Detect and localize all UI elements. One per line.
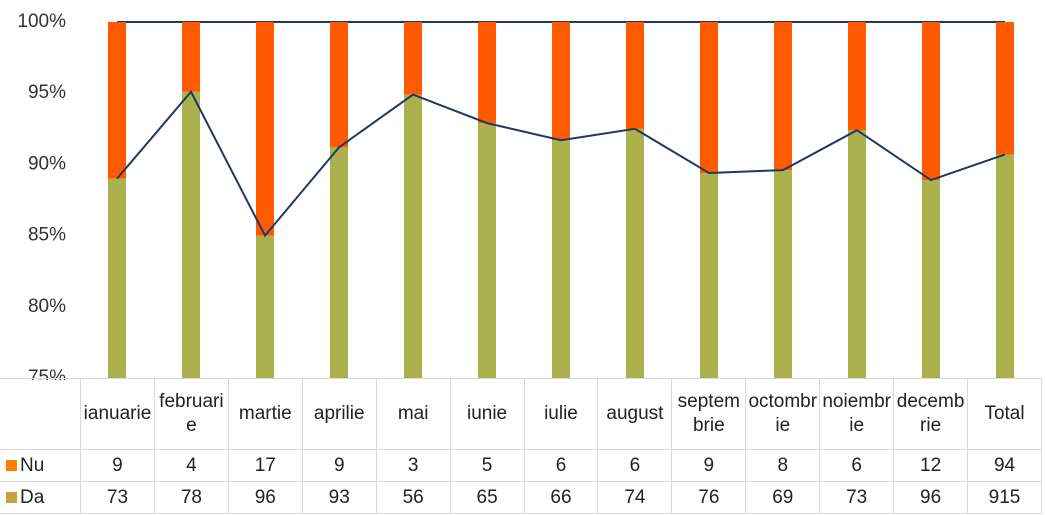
bar-segment xyxy=(478,123,496,378)
count-cell: 73 xyxy=(819,481,895,514)
category-cell: martie xyxy=(227,378,303,450)
bar-segment xyxy=(108,22,126,179)
category-cell: septembrie xyxy=(671,378,747,450)
bar-segment xyxy=(626,128,644,378)
header-row: ianuarie februarie martie aprilie mai iunie iu… xyxy=(0,378,1042,450)
bar-segment xyxy=(404,94,422,379)
category-cell: februarie xyxy=(153,378,229,450)
bar-segment xyxy=(700,22,718,173)
count-cell: 65 xyxy=(449,481,525,514)
bar-segment xyxy=(330,147,348,378)
count-cell: 94 xyxy=(967,449,1042,482)
count-cell: 96 xyxy=(227,481,303,514)
legend-label: Nu xyxy=(20,454,45,476)
count-cell: 5 xyxy=(449,449,525,482)
bar-segment xyxy=(182,22,200,92)
count-cell: 73 xyxy=(80,481,155,514)
corner-cell xyxy=(0,378,81,450)
count-cell: 915 xyxy=(967,481,1042,514)
bar-segment xyxy=(330,22,348,148)
legend-cell: Da xyxy=(0,481,81,514)
bar-segment xyxy=(700,172,718,378)
category-cell: august xyxy=(597,378,673,450)
bar-segment xyxy=(182,91,200,378)
bar-segment xyxy=(552,140,570,378)
bar-segment xyxy=(774,170,792,378)
count-cell: 8 xyxy=(745,449,821,482)
count-cell: 12 xyxy=(893,449,969,482)
count-cell: 9 xyxy=(671,449,747,482)
category-cell: iunie xyxy=(449,378,525,450)
count-cell: 9 xyxy=(301,449,377,482)
legend-cell: Nu xyxy=(0,449,81,482)
bar-segment xyxy=(774,22,792,171)
y-tick-label: 80% xyxy=(28,296,66,317)
count-cell: 56 xyxy=(375,481,451,514)
chart: 75% 80% 85% 90% 95% 100% xyxy=(17,11,1014,380)
count-cell: 66 xyxy=(523,481,599,514)
category-cell: noiembrie xyxy=(819,378,895,450)
bar-segment xyxy=(404,22,422,95)
bar-segment xyxy=(108,178,126,378)
category-cell: octombrie xyxy=(745,378,821,450)
bar-segment xyxy=(922,22,940,181)
category-cell: iulie xyxy=(523,378,599,450)
y-tick-label: 75% xyxy=(28,367,66,380)
legend-label: Da xyxy=(20,486,45,508)
data-table: ianuarie februarie martie aprilie mai iunie iu… xyxy=(0,378,1042,514)
count-cell: 78 xyxy=(153,481,229,514)
count-cell: 96 xyxy=(893,481,969,514)
count-cell: 3 xyxy=(375,449,451,482)
data-row: Da 73 78 96 93 56 65 66 74 76 69 73 96 915 xyxy=(0,481,1042,514)
y-tick-label: 95% xyxy=(28,82,66,103)
count-cell: 17 xyxy=(227,449,303,482)
legend-swatch xyxy=(6,459,17,471)
count-cell: 6 xyxy=(819,449,895,482)
count-cell: 69 xyxy=(745,481,821,514)
category-cell: mai xyxy=(375,378,451,450)
bar-segment xyxy=(996,154,1014,378)
bar-segment xyxy=(478,22,496,124)
bar-segment xyxy=(996,22,1014,155)
bar-segment xyxy=(922,180,940,378)
y-tick-label: 100% xyxy=(17,11,66,32)
count-cell: 6 xyxy=(523,449,599,482)
bar-segment xyxy=(256,22,274,236)
category-cell: Total xyxy=(967,378,1042,450)
count-cell: 76 xyxy=(671,481,747,514)
bar-segment xyxy=(626,22,644,129)
count-cell: 4 xyxy=(153,449,229,482)
count-cell: 6 xyxy=(597,449,673,482)
y-tick-label: 85% xyxy=(28,225,66,246)
count-cell: 74 xyxy=(597,481,673,514)
legend-swatch xyxy=(6,491,17,503)
data-row: Nu 9 4 17 9 3 5 6 6 9 8 6 12 94 xyxy=(0,449,1042,482)
category-cell: aprilie xyxy=(301,378,377,450)
category-cell: ianuarie xyxy=(80,378,155,450)
y-tick-label: 90% xyxy=(28,153,66,174)
share-line xyxy=(116,89,1006,238)
bar-segment xyxy=(552,22,570,141)
category-cell: decembrie xyxy=(893,378,969,450)
bar-segment xyxy=(256,235,274,378)
bar-segment xyxy=(848,22,866,131)
bar-segment xyxy=(848,130,866,378)
count-cell: 93 xyxy=(301,481,377,514)
count-cell: 9 xyxy=(80,449,155,482)
